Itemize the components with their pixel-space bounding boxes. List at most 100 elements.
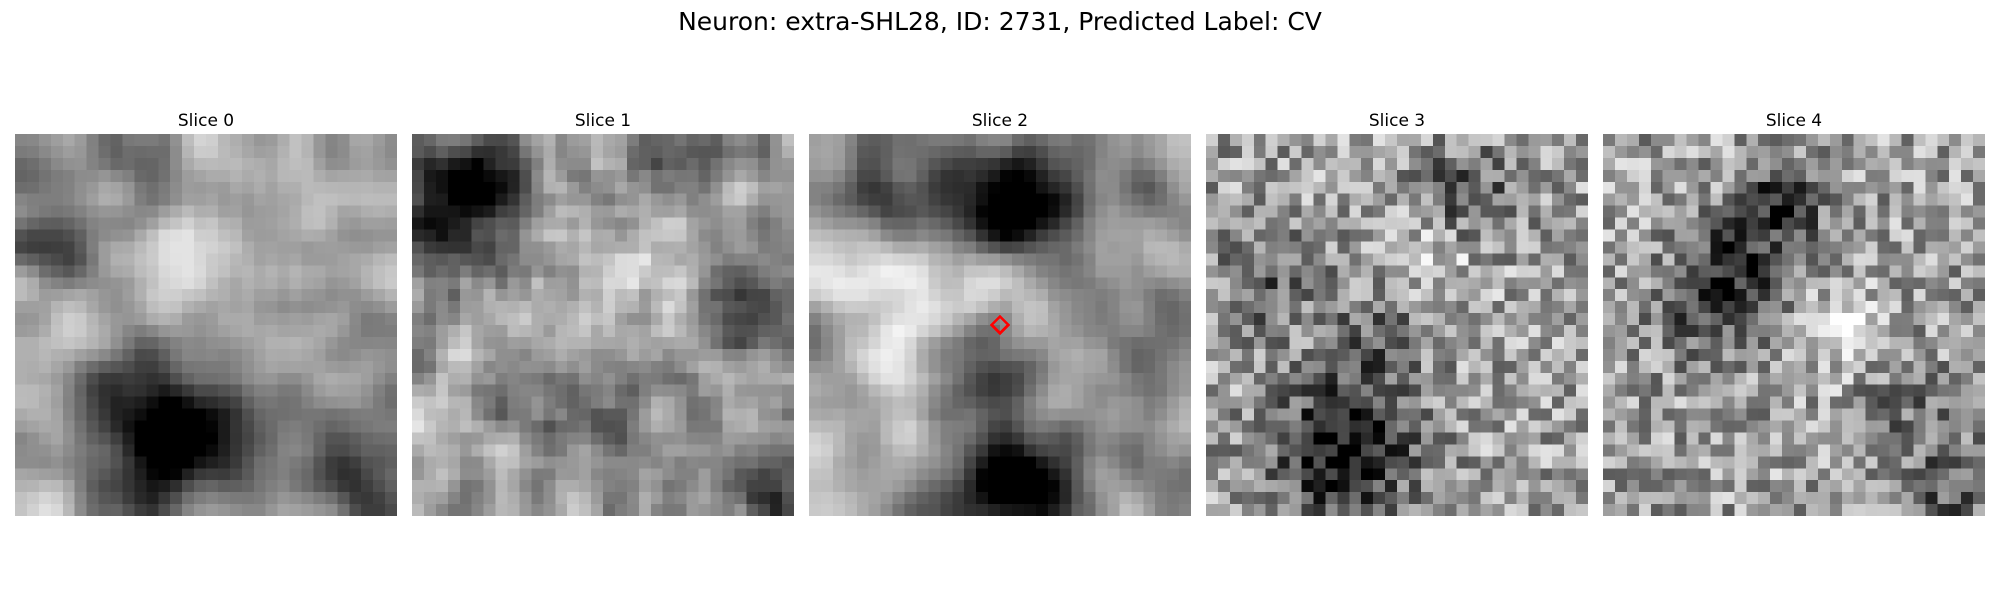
- image-pixel: [531, 193, 544, 206]
- image-pixel: [770, 241, 783, 254]
- image-pixel: [229, 480, 243, 493]
- image-pixel: [50, 360, 63, 373]
- image-pixel: [1949, 241, 1962, 254]
- image-pixel: [1083, 217, 1096, 230]
- image-pixel: [1167, 408, 1180, 421]
- image-pixel: [662, 229, 675, 242]
- image-pixel: [1241, 325, 1254, 338]
- image-pixel: [1444, 301, 1457, 314]
- image-pixel: [1746, 313, 1759, 326]
- image-pixel: [1829, 408, 1842, 421]
- image-pixel: [1528, 289, 1541, 302]
- image-pixel: [809, 181, 822, 194]
- image-pixel: [1179, 169, 1191, 182]
- image-pixel: [519, 336, 532, 350]
- image-pixel: [229, 169, 243, 182]
- image-pixel: [217, 134, 231, 147]
- image-pixel: [1059, 289, 1072, 302]
- image-pixel: [301, 313, 314, 326]
- image-pixel: [134, 504, 147, 516]
- image-pixel: [1805, 265, 1819, 278]
- image-pixel: [1373, 492, 1386, 505]
- image-pixel: [543, 205, 556, 218]
- image-pixel: [1277, 289, 1290, 302]
- image-pixel: [1516, 157, 1529, 171]
- center-marker-diamond: [989, 314, 1011, 336]
- image-pixel: [1552, 193, 1565, 206]
- image-pixel: [313, 384, 326, 397]
- image-pixel: [194, 241, 207, 254]
- image-pixel: [265, 134, 278, 147]
- image-pixel: [1083, 408, 1096, 421]
- image-pixel: [471, 181, 484, 194]
- image-pixel: [241, 277, 254, 290]
- image-pixel: [832, 492, 846, 505]
- image-pixel: [447, 444, 460, 457]
- image-pixel: [1059, 134, 1072, 147]
- image-pixel: [194, 408, 207, 421]
- image-pixel: [277, 253, 290, 266]
- image-pixel: [1385, 480, 1398, 493]
- image-pixel: [638, 301, 651, 314]
- image-pixel: [1576, 408, 1588, 421]
- image-pixel: [277, 408, 290, 421]
- image-pixel: [1540, 205, 1553, 218]
- image-pixel: [1841, 420, 1854, 433]
- image-pixel: [265, 492, 278, 505]
- image-pixel: [325, 181, 338, 194]
- image-pixel: [1782, 241, 1795, 254]
- image-pixel: [1698, 277, 1711, 290]
- image-pixel: [1901, 253, 1914, 266]
- image-pixel: [734, 325, 747, 338]
- image-pixel: [337, 325, 350, 338]
- image-pixel: [1576, 325, 1588, 338]
- image-pixel: [194, 348, 207, 362]
- image-pixel: [98, 145, 111, 159]
- image-pixel: [1179, 444, 1191, 457]
- image-pixel: [1949, 181, 1962, 194]
- image-pixel: [194, 277, 207, 290]
- image-pixel: [1456, 277, 1469, 290]
- image-pixel: [567, 205, 580, 218]
- image-pixel: [1217, 181, 1231, 194]
- image-pixel: [110, 217, 123, 230]
- image-pixel: [1313, 265, 1326, 278]
- image-pixel: [638, 313, 651, 326]
- image-pixel: [1047, 336, 1060, 350]
- image-pixel: [1373, 420, 1386, 433]
- image-pixel: [447, 169, 460, 182]
- image-pixel: [1155, 134, 1168, 147]
- image-pixel: [531, 205, 544, 218]
- image-pixel: [952, 408, 965, 421]
- image-pixel: [1686, 217, 1699, 230]
- image-pixel: [1552, 408, 1565, 421]
- image-pixel: [412, 468, 425, 481]
- image-pixel: [1349, 145, 1362, 159]
- image-pixel: [1480, 336, 1493, 350]
- image-pixel: [385, 360, 397, 373]
- image-pixel: [337, 480, 350, 493]
- image-pixel: [1337, 372, 1350, 385]
- image-pixel: [1603, 217, 1616, 230]
- image-pixel: [964, 456, 977, 469]
- image-pixel: [1373, 384, 1386, 397]
- image-pixel: [158, 193, 171, 206]
- image-pixel: [349, 372, 362, 385]
- image-pixel: [1071, 289, 1084, 302]
- image-pixel: [265, 408, 278, 421]
- image-pixel: [1011, 444, 1025, 457]
- image-pixel: [507, 348, 520, 362]
- image-pixel: [1432, 384, 1445, 397]
- image-pixel: [1722, 265, 1735, 278]
- image-pixel: [952, 193, 965, 206]
- image-pixel: [325, 217, 338, 230]
- image-pixel: [1794, 229, 1807, 242]
- image-pixel: [170, 360, 183, 373]
- image-pixel: [361, 313, 374, 326]
- image-pixel: [1853, 396, 1866, 409]
- image-pixel: [1674, 456, 1687, 469]
- image-pixel: [265, 420, 278, 433]
- image-pixel: [1540, 360, 1553, 373]
- image-pixel: [206, 301, 219, 314]
- image-pixel: [1000, 229, 1013, 242]
